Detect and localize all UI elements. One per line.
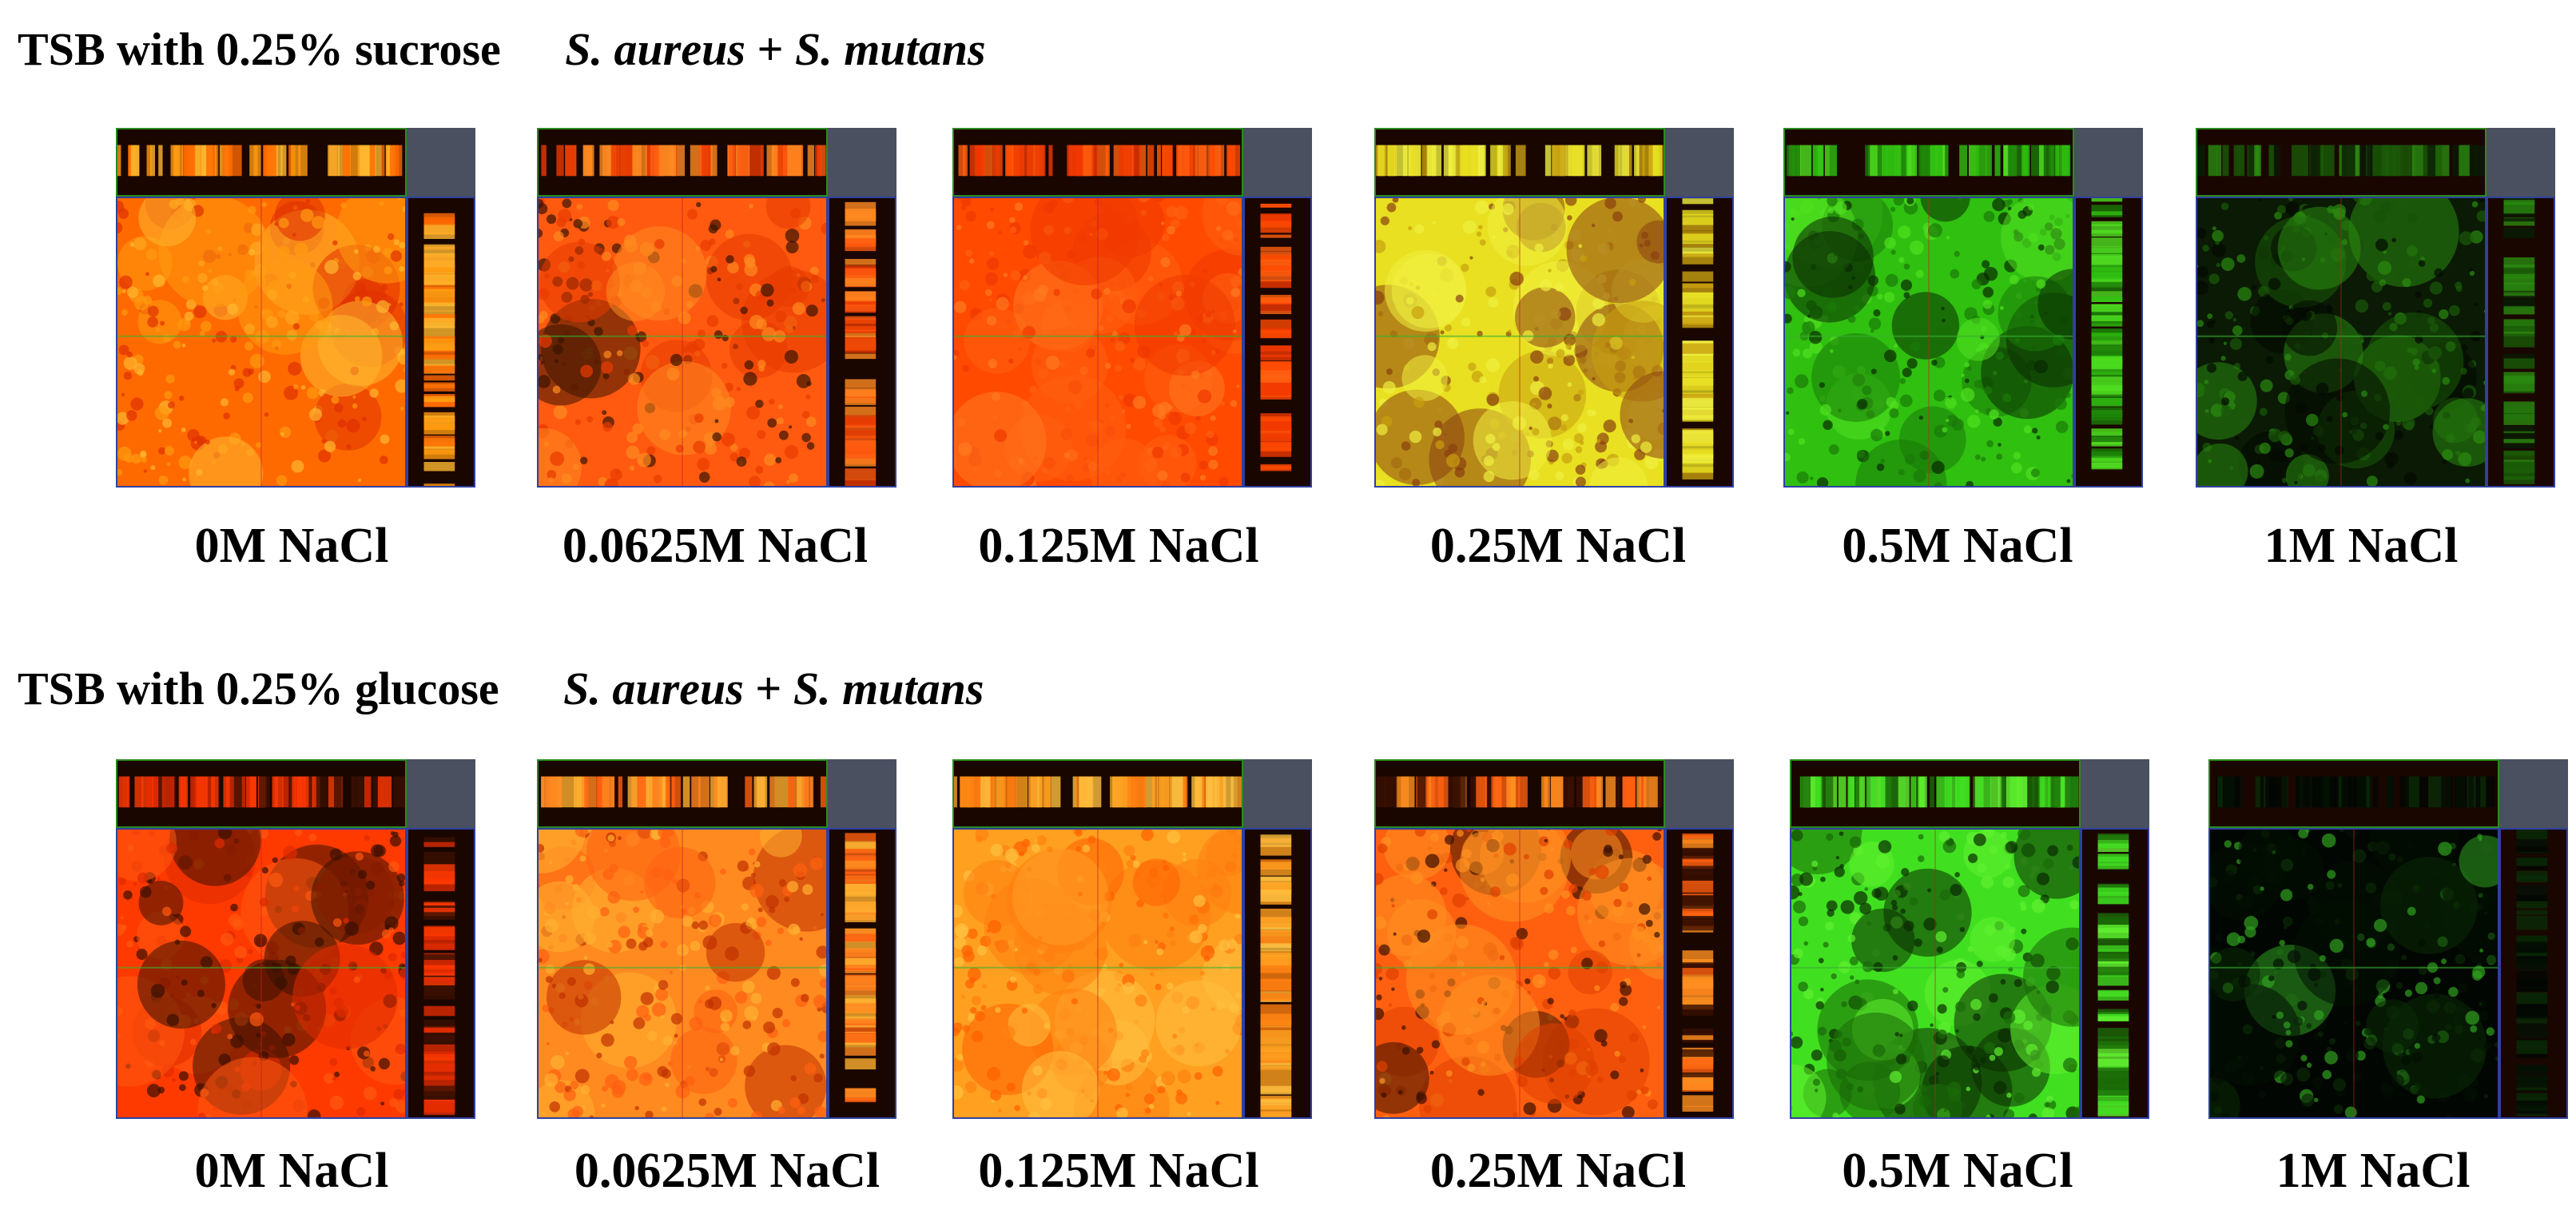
confocal-image [2196, 128, 2555, 488]
confocal-image [537, 128, 896, 488]
xz-section [116, 128, 407, 197]
yz-section [2074, 197, 2143, 488]
corner-block [407, 759, 475, 828]
panel-label: 1M NaCl [2264, 519, 2459, 573]
row-2-plus: + [755, 663, 782, 714]
micrograph-panel [537, 128, 896, 488]
yz-section [828, 197, 896, 488]
yz-section [407, 197, 475, 488]
xz-section [952, 128, 1243, 197]
confocal-image [116, 128, 475, 488]
yz-section [407, 828, 475, 1119]
confocal-image [1374, 128, 1734, 488]
yz-section [1243, 828, 1312, 1119]
micrograph-panel [116, 759, 475, 1119]
micrograph-panel [1374, 128, 1734, 488]
row-1-title: TSB with 0.25% sucrose S. aureus + S. mu… [18, 22, 986, 76]
micrograph-panel [537, 759, 896, 1119]
panel-label: 0.25M NaCl [1429, 519, 1687, 573]
corner-block [2074, 128, 2143, 197]
yz-section [2499, 828, 2568, 1119]
micrograph-panel [1783, 128, 2143, 488]
confocal-image [2208, 759, 2568, 1119]
confocal-image [952, 759, 1312, 1119]
xz-section [116, 759, 407, 828]
xz-section [952, 759, 1243, 828]
corner-block [828, 128, 896, 197]
yz-section [1243, 197, 1312, 488]
row-1-plus: + [757, 23, 784, 75]
corner-block [1665, 128, 1734, 197]
row-2-organisms: S. aureus + S. mutans [563, 662, 984, 715]
corner-block [407, 128, 475, 197]
row-1-organism-b: S. mutans [795, 23, 986, 75]
panel-label: 0.125M NaCl [978, 519, 1259, 573]
confocal-image [537, 759, 896, 1119]
corner-block [2487, 128, 2555, 197]
xz-section [2196, 128, 2487, 197]
micrograph-panel [2208, 759, 2568, 1119]
confocal-image [116, 759, 475, 1119]
corner-block [2081, 759, 2149, 828]
yz-section [828, 828, 896, 1119]
row-2-title: TSB with 0.25% glucose S. aureus + S. mu… [18, 662, 984, 715]
xz-section [1374, 759, 1665, 828]
confocal-image [1783, 128, 2143, 488]
micrograph-panel [1374, 759, 1734, 1119]
panel-label: 0.0625M NaCl [574, 1144, 881, 1198]
yz-section [2487, 197, 2555, 488]
panel-label: 0M NaCl [194, 1144, 389, 1198]
micrograph-panel [2196, 128, 2555, 488]
row-2-organism-a: S. aureus [563, 663, 744, 714]
confocal-image [952, 128, 1312, 488]
corner-block [2499, 759, 2568, 828]
panel-label: 0.5M NaCl [1842, 1144, 2073, 1198]
xz-section [2208, 759, 2499, 828]
corner-block [1243, 759, 1312, 828]
confocal-image [1790, 759, 2149, 1119]
panel-label: 1M NaCl [2276, 1144, 2471, 1198]
row-1-organisms: S. aureus + S. mutans [565, 22, 985, 76]
panel-label: 0.125M NaCl [978, 1144, 1259, 1198]
row-2-condition: TSB with 0.25% glucose [18, 663, 499, 714]
yz-section [2081, 828, 2149, 1119]
xz-section [1790, 759, 2081, 828]
panel-label: 0.5M NaCl [1842, 519, 2073, 573]
micrograph-panel [116, 128, 475, 488]
xz-section [537, 128, 828, 197]
confocal-image [1374, 759, 1734, 1119]
yz-section [1665, 197, 1734, 488]
corner-block [828, 759, 896, 828]
row-1-condition: TSB with 0.25% sucrose [18, 23, 501, 75]
yz-section [1665, 828, 1734, 1119]
row-2-organism-b: S. mutans [793, 663, 984, 714]
xz-section [537, 759, 828, 828]
micrograph-panel [952, 759, 1312, 1119]
xz-section [1783, 128, 2074, 197]
row-1-organism-a: S. aureus [565, 23, 745, 75]
micrograph-panel [952, 128, 1312, 488]
corner-block [1243, 128, 1312, 197]
corner-block [1665, 759, 1734, 828]
panel-label: 0.25M NaCl [1429, 1144, 1687, 1198]
xz-section [1374, 128, 1665, 197]
panel-label: 0M NaCl [194, 519, 389, 573]
panel-label: 0.0625M NaCl [562, 519, 869, 573]
micrograph-panel [1790, 759, 2149, 1119]
